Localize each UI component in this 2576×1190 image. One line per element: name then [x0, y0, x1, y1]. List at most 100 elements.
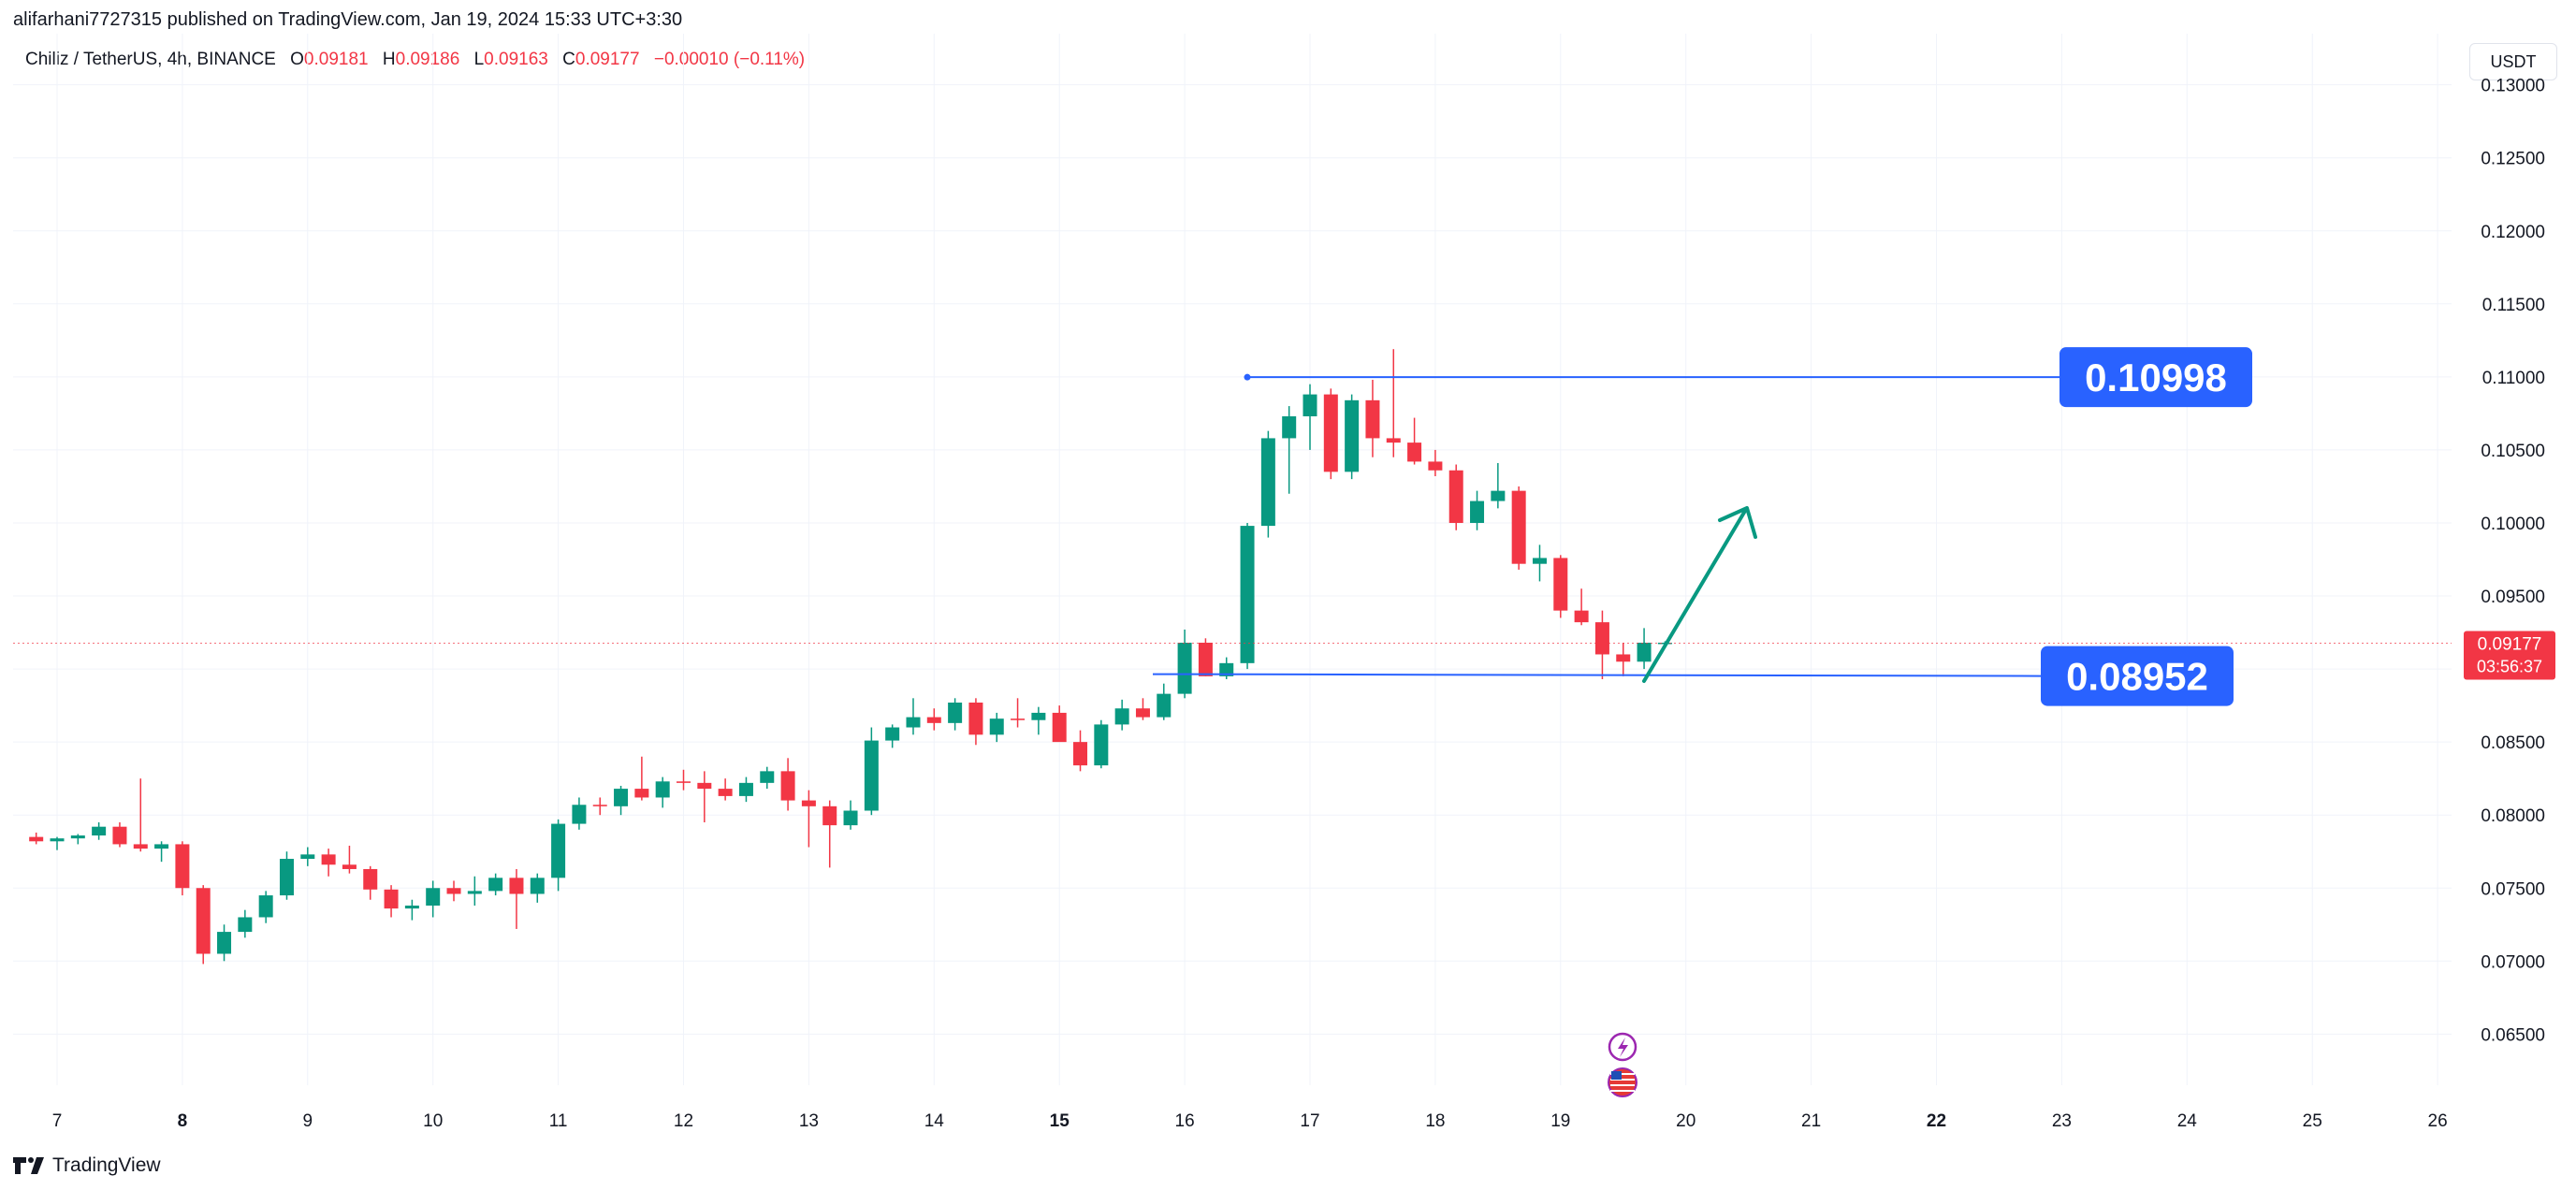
candle-body — [1219, 662, 1234, 676]
projection-arrow-shaft — [1642, 509, 1747, 683]
candle — [1303, 384, 1317, 450]
candle — [404, 899, 419, 921]
support-line — [1152, 673, 2044, 677]
candle-body — [1157, 693, 1172, 718]
candle-body — [1345, 399, 1360, 472]
candle — [426, 880, 441, 918]
candle — [968, 698, 983, 746]
price-tick-label: 0.11000 — [2482, 369, 2545, 388]
candle-body — [801, 800, 816, 806]
candle — [1407, 417, 1422, 465]
candle — [1345, 394, 1360, 480]
lightning-icon[interactable] — [1608, 1032, 1637, 1062]
candle-body — [1532, 558, 1547, 564]
candlestick-series — [29, 349, 1672, 965]
close-value: 0.09177 — [575, 50, 640, 69]
candle-body — [29, 836, 44, 842]
last-price-marker-bg — [2464, 631, 2555, 680]
price-tick-label: 0.07500 — [2481, 879, 2545, 899]
candle-body — [1031, 712, 1046, 720]
candle-body — [592, 805, 607, 806]
resistance-price-label-bg — [2059, 347, 2252, 408]
candle-body — [760, 771, 775, 783]
candle — [1594, 610, 1609, 680]
candle — [1448, 464, 1463, 530]
high-label: H — [382, 50, 396, 69]
candle-body — [843, 810, 858, 826]
candle — [1323, 388, 1338, 480]
candle — [655, 776, 670, 808]
candle — [760, 766, 775, 790]
candle — [238, 909, 253, 938]
resistance-price-label[interactable]: 0.10998 — [2059, 347, 2252, 408]
candle-body — [1637, 642, 1652, 662]
candle — [822, 800, 837, 868]
candle — [592, 797, 607, 816]
candle — [133, 778, 148, 852]
time-tick-label: 20 — [1676, 1111, 1696, 1131]
candle-body — [404, 905, 419, 909]
candle — [614, 785, 629, 816]
time-tick-label: 10 — [423, 1111, 443, 1131]
candle-body — [718, 789, 733, 796]
support-price-label-bg — [2041, 646, 2234, 706]
candle-body — [1574, 610, 1589, 623]
candle-body — [948, 702, 963, 723]
price-tick-label: 0.11500 — [2482, 296, 2545, 315]
low-label: L — [473, 50, 485, 69]
candle — [738, 776, 753, 803]
candle-body — [968, 702, 983, 735]
time-tick-label: 15 — [1050, 1111, 1070, 1131]
candle-body — [1114, 708, 1129, 725]
candle-body — [509, 878, 524, 894]
projection-arrow[interactable] — [1642, 506, 1757, 683]
candle — [1511, 486, 1526, 570]
candle — [677, 769, 691, 791]
candle-body — [133, 844, 148, 849]
candle-body — [738, 782, 753, 796]
last-price-marker: 0.09177 03:56:37 — [2464, 631, 2555, 680]
candle-body — [363, 868, 378, 890]
time-tick-label: 26 — [2428, 1111, 2448, 1131]
candle-body — [196, 888, 211, 954]
candle — [1428, 449, 1443, 477]
time-tick-label: 19 — [1550, 1111, 1570, 1131]
tradingview-logo-icon — [13, 1157, 44, 1174]
candle — [29, 832, 44, 845]
us-flag-event-icon[interactable] — [1608, 1067, 1637, 1097]
candle-body — [1491, 490, 1506, 501]
candle — [906, 698, 921, 735]
candle-body — [1428, 461, 1443, 471]
candle-body — [572, 805, 587, 824]
candle-body — [1240, 526, 1255, 663]
candle — [70, 834, 85, 845]
candle — [321, 849, 336, 877]
price-tick-label: 0.10000 — [2481, 515, 2545, 534]
candle-body — [1448, 470, 1463, 523]
candle-body — [342, 864, 357, 869]
candle-body — [426, 888, 441, 906]
time-axis: 7 8 9 10 11 12 13 14 15 16 17 18 19 20 21 22 23 24 25 26 — [52, 1111, 2448, 1131]
candle — [154, 841, 169, 863]
candle — [885, 724, 900, 748]
candle-body — [467, 891, 482, 894]
candle — [1094, 719, 1109, 769]
candle — [1616, 642, 1631, 676]
candle-body — [1052, 712, 1067, 743]
published-by-line: alifarhani7727315 published on TradingVi… — [13, 9, 683, 30]
time-tick-label: 25 — [2303, 1111, 2322, 1131]
candle — [112, 822, 127, 848]
price-tick-label: 0.06500 — [2481, 1025, 2545, 1045]
candle — [446, 880, 461, 902]
candle — [948, 698, 963, 731]
candle-body — [1094, 724, 1109, 766]
candle — [1282, 406, 1297, 494]
candle — [50, 836, 65, 850]
support-price-label[interactable]: 0.08952 — [2041, 646, 2234, 706]
candle-body — [488, 878, 503, 892]
candle-body — [1594, 622, 1609, 655]
currency-button[interactable]: USDT — [2469, 43, 2557, 80]
time-tick-label: 13 — [799, 1111, 819, 1131]
candle-body — [1407, 443, 1422, 462]
